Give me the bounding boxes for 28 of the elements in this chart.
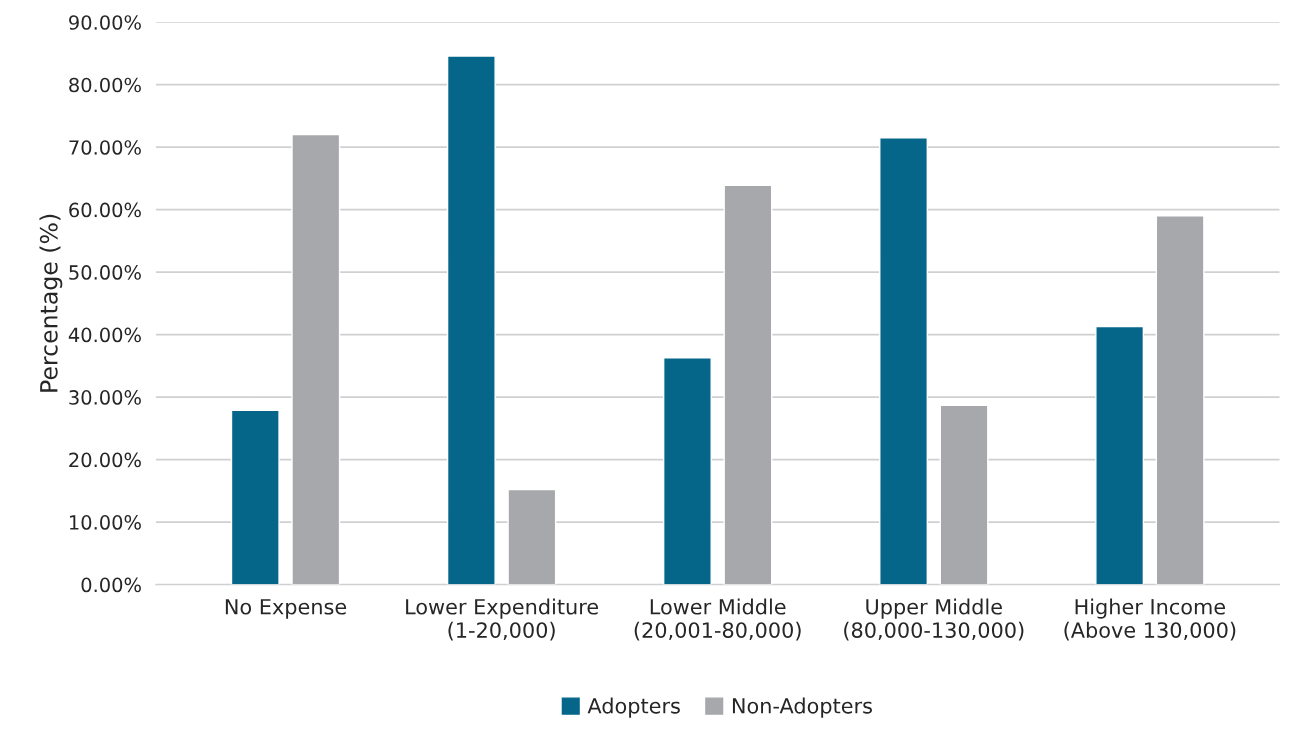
y-tick-label: 20.00% <box>69 452 141 468</box>
legend-label: Non-Adopters <box>732 697 872 718</box>
x-tick-label: No Expense <box>225 599 347 619</box>
y-tick-label: 60.00% <box>69 202 141 218</box>
legend-label: Adopters <box>587 697 680 718</box>
y-tick-label: 0.00% <box>81 577 141 593</box>
bar <box>879 137 928 585</box>
x-tick-label: Higher Income (Above 130,000) <box>1064 598 1236 641</box>
bar <box>723 184 773 585</box>
bar <box>446 55 496 585</box>
bar <box>230 409 280 585</box>
bar <box>291 133 341 585</box>
bar <box>507 488 557 585</box>
y-tick-label: 90.00% <box>69 15 141 30</box>
bar <box>662 357 712 585</box>
x-tick-label: Upper Middle (80,000-130,000) <box>844 598 1024 641</box>
y-tick-label: 80.00% <box>69 77 141 93</box>
bar <box>1095 325 1145 585</box>
y-tick-label: 10.00% <box>69 515 141 530</box>
x-tick-label: Lower Middle (20,001-80,000) <box>634 598 801 641</box>
y-tick-label: 50.00% <box>69 265 141 280</box>
y-axis-title: Percentage (%) <box>39 214 63 392</box>
y-tick-label: 40.00% <box>68 327 141 343</box>
x-tick-label: Lower Expenditure (1-20,000) <box>406 598 599 641</box>
bar <box>939 404 989 585</box>
bar <box>1155 215 1205 585</box>
y-tick-label: 70.00% <box>69 140 141 155</box>
y-tick-label: 30.00% <box>69 390 141 405</box>
